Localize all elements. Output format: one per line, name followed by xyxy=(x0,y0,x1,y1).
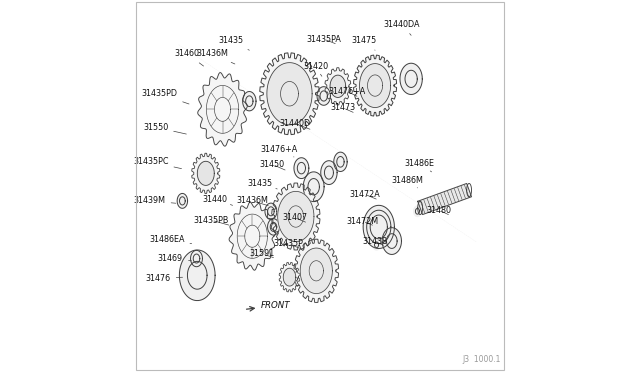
Text: 31460: 31460 xyxy=(175,49,204,66)
Polygon shape xyxy=(294,239,339,302)
Polygon shape xyxy=(418,183,472,215)
Text: 31435PD: 31435PD xyxy=(141,89,189,104)
Polygon shape xyxy=(268,219,280,235)
Text: 31591: 31591 xyxy=(250,249,275,258)
Polygon shape xyxy=(260,53,319,135)
Text: 31438: 31438 xyxy=(362,237,388,246)
Text: 31436M: 31436M xyxy=(236,196,268,206)
Polygon shape xyxy=(191,250,202,267)
Text: 31440D: 31440D xyxy=(279,119,310,129)
Polygon shape xyxy=(363,205,394,248)
Polygon shape xyxy=(278,192,314,241)
Polygon shape xyxy=(413,206,421,217)
Text: 31440DA: 31440DA xyxy=(383,20,420,35)
Text: 31476: 31476 xyxy=(146,274,182,283)
Text: 31436M: 31436M xyxy=(196,49,235,64)
Polygon shape xyxy=(400,63,422,94)
Text: 31435: 31435 xyxy=(219,36,250,50)
Polygon shape xyxy=(330,75,346,97)
Polygon shape xyxy=(382,228,401,254)
Polygon shape xyxy=(243,92,256,111)
Text: 31435: 31435 xyxy=(248,179,277,189)
Polygon shape xyxy=(198,73,247,146)
Text: 31486E: 31486E xyxy=(404,159,435,172)
Text: 31472A: 31472A xyxy=(349,190,380,199)
Text: 31486EA: 31486EA xyxy=(149,235,191,244)
Text: 31473: 31473 xyxy=(330,103,356,112)
Text: 31486M: 31486M xyxy=(392,176,423,188)
Text: 31472M: 31472M xyxy=(347,217,379,226)
Text: 31450: 31450 xyxy=(260,160,285,170)
Text: 31550: 31550 xyxy=(143,123,186,134)
Polygon shape xyxy=(229,202,275,270)
Polygon shape xyxy=(197,161,214,185)
Polygon shape xyxy=(334,152,347,171)
Polygon shape xyxy=(177,193,188,208)
Polygon shape xyxy=(353,55,397,116)
Text: 31439M: 31439M xyxy=(134,196,176,205)
Polygon shape xyxy=(321,161,337,185)
Polygon shape xyxy=(294,158,309,179)
Text: 31440: 31440 xyxy=(203,195,232,205)
Polygon shape xyxy=(373,240,380,250)
Text: 31435PC: 31435PC xyxy=(133,157,182,169)
Text: 31480: 31480 xyxy=(426,206,452,215)
Text: 31476+A: 31476+A xyxy=(260,145,298,157)
Text: FRONT: FRONT xyxy=(246,301,291,311)
Text: 31435P: 31435P xyxy=(273,239,303,248)
Polygon shape xyxy=(192,153,220,193)
Polygon shape xyxy=(300,248,332,294)
Polygon shape xyxy=(179,250,215,301)
Text: 31435PB: 31435PB xyxy=(194,216,229,225)
Polygon shape xyxy=(325,68,351,105)
Text: 31407: 31407 xyxy=(282,213,307,222)
Text: J3  1000.1: J3 1000.1 xyxy=(462,355,500,364)
Text: 31469: 31469 xyxy=(158,254,191,263)
Polygon shape xyxy=(284,268,296,286)
Polygon shape xyxy=(265,203,277,219)
Text: 31435PA: 31435PA xyxy=(307,35,341,44)
Polygon shape xyxy=(272,183,320,250)
Text: 31420: 31420 xyxy=(303,62,328,76)
Polygon shape xyxy=(303,172,324,202)
Polygon shape xyxy=(279,262,300,292)
Polygon shape xyxy=(360,64,390,108)
Text: 31475: 31475 xyxy=(351,36,376,50)
Polygon shape xyxy=(267,62,312,125)
Text: 31476+A: 31476+A xyxy=(328,87,365,96)
Polygon shape xyxy=(317,87,330,105)
